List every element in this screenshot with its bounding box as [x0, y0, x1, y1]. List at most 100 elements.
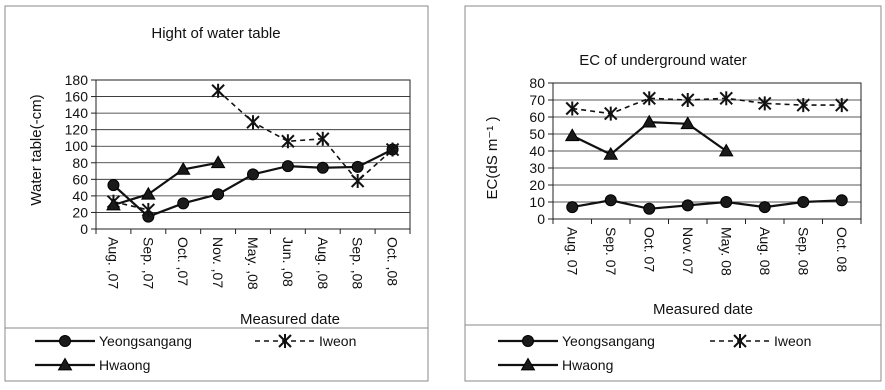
left-series-iweon-point — [211, 83, 225, 98]
right-legend-hwaong-marker — [520, 357, 536, 371]
left-legend-yeongsangang: Yeongsangang — [35, 333, 192, 349]
right-series-iweon-point — [835, 98, 849, 113]
right-series-iweon-point — [719, 91, 733, 106]
right-legend-iweon-marker — [733, 334, 747, 348]
right-series-yeongsangang-point-shape — [835, 194, 848, 207]
right-series-yeongsangang-point — [758, 201, 771, 214]
right-series-iweon-point — [758, 96, 772, 111]
right-legend-yeongsangang-marker — [522, 335, 534, 347]
right-series-yeongsangang-point-shape — [758, 201, 771, 214]
right-series-yeongsangang-point-shape — [681, 199, 694, 212]
left-legend-hwaong-marker-shape — [57, 357, 73, 371]
left-series-yeongsangang-point — [107, 179, 120, 192]
right-legend-yeongsangang: Yeongsangang — [498, 333, 655, 349]
left-series-yeongsangang-point-shape — [316, 161, 329, 174]
left-y-tick-label: 160 — [65, 89, 89, 105]
left-x-axis-label: Measured date — [240, 311, 340, 328]
right-series-hwaong-point — [641, 114, 657, 128]
left-legend-yeongsangang-marker-shape — [59, 335, 71, 347]
left-y-tick-label: 120 — [65, 122, 89, 138]
right-x-tick-label: May. 08 — [718, 227, 734, 276]
right-series-yeongsangang-point — [681, 199, 694, 212]
left-y-tick-label: 80 — [72, 155, 88, 171]
left-series-yeongsangang-point-shape — [212, 188, 225, 201]
left-series-yeongsangang-point-shape — [177, 197, 190, 210]
right-series-hwaong-point — [564, 128, 580, 142]
left-y-tick-label: 20 — [72, 204, 88, 220]
right-series-yeongsangang-point-shape — [797, 196, 810, 208]
right-series-yeongsangang-point-shape — [566, 201, 579, 214]
left-series-yeongsangang-point-shape — [247, 168, 259, 181]
left-legend-yeongsangang-marker — [59, 335, 71, 347]
right-y-tick-label: 60 — [529, 109, 545, 125]
left-x-tick-label: Sep. ,07 — [140, 237, 156, 289]
left-series-hwaong — [106, 155, 226, 211]
right-series-hwaong-point — [718, 143, 734, 157]
left-series-yeongsangang-point — [281, 160, 294, 173]
left-series-hwaong-line — [113, 161, 219, 207]
right-y-tick-label: 50 — [529, 126, 545, 142]
left-series-hwaong-point-shape — [175, 161, 191, 175]
left-series-yeongsangang-point — [212, 188, 225, 201]
left-series-iweon-point — [246, 115, 260, 130]
right-series-iweon-point — [796, 98, 810, 113]
right-x-tick-label: Oct. 07 — [641, 227, 657, 272]
right-series-yeongsangang-point — [604, 194, 617, 207]
right-series-iweon-line — [572, 97, 842, 115]
left-legend-hwaong-marker — [57, 357, 73, 371]
left-x-tick-label: May. ,08 — [245, 237, 261, 290]
right-y-tick-label: 30 — [529, 160, 545, 176]
left-y-tick-label: 60 — [72, 171, 88, 187]
left-x-tick-label: Aug. ,07 — [105, 237, 121, 289]
left-series-yeongsangang-point-shape — [107, 179, 120, 192]
left-x-tick-label: Aug. ,08 — [315, 237, 331, 289]
left-y-tick-label: 180 — [65, 72, 89, 88]
left-x-tick-label: Nov. ,07 — [210, 237, 226, 288]
right-series-yeongsangang — [566, 194, 848, 215]
right-chart-title: EC of underground water — [579, 52, 747, 69]
right-x-axis-label: Measured date — [653, 301, 753, 318]
right-series-hwaong-point — [680, 116, 696, 130]
left-legend-iweon: Iweon — [255, 333, 356, 349]
right-series-iweon-point — [565, 101, 579, 116]
right-legend-hwaong-label: Hwaong — [562, 357, 613, 373]
right-y-tick-label: 80 — [529, 75, 545, 91]
left-series-iweon-line — [113, 200, 149, 211]
left-series-yeongsangang-point — [247, 168, 259, 181]
right-series-yeongsangang-point — [835, 194, 848, 207]
left-legend-yeongsangang-label: Yeongsangang — [99, 333, 192, 349]
left-series-iweon-point — [385, 142, 400, 157]
right-series-yeongsangang-point — [643, 202, 656, 215]
left-y-tick-label: 0 — [80, 221, 88, 237]
right-y-axis-label: EC(dS m⁻¹ ) — [484, 117, 501, 200]
right-series-yeongsangang-point — [566, 201, 579, 214]
right-legend-hwaong: Hwaong — [498, 357, 613, 373]
left-legend-iweon-marker — [278, 334, 292, 348]
right-series-yeongsangang-point-shape — [720, 196, 733, 208]
left-legend-iweon-label: Iweon — [319, 333, 356, 349]
right-x-tick-label: Oct. 08 — [834, 227, 850, 272]
left-series-hwaong-point-shape — [210, 155, 226, 169]
left-series-hwaong-point — [210, 155, 226, 169]
right-series-yeongsangang-point — [797, 196, 810, 208]
left-series-yeongsangang-point — [177, 197, 190, 210]
left-legend-hwaong: Hwaong — [35, 357, 150, 373]
right-y-tick-label: 10 — [529, 194, 545, 210]
left-series-yeongsangang-point — [351, 160, 364, 173]
right-series-hwaong-point — [603, 146, 619, 160]
left-x-tick-label: Sep. ,08 — [350, 237, 366, 289]
right-x-tick-label: Sep. 08 — [795, 227, 811, 275]
right-legend-hwaong-marker-shape — [520, 357, 536, 371]
left-x-tick-label: Oct. ,07 — [175, 237, 191, 286]
left-y-tick-label: 100 — [65, 138, 89, 154]
left-series-iweon-point — [281, 134, 295, 149]
right-legend-iweon-label: Iweon — [774, 333, 811, 349]
left-series-hwaong-point — [140, 186, 156, 200]
right-x-tick-label: Sep. 07 — [603, 227, 619, 275]
right-y-tick-label: 70 — [529, 92, 545, 108]
right-legend-yeongsangang-marker-shape — [522, 335, 534, 347]
right-series-yeongsangang-line — [572, 199, 842, 210]
right-series-iweon-point — [642, 91, 656, 106]
